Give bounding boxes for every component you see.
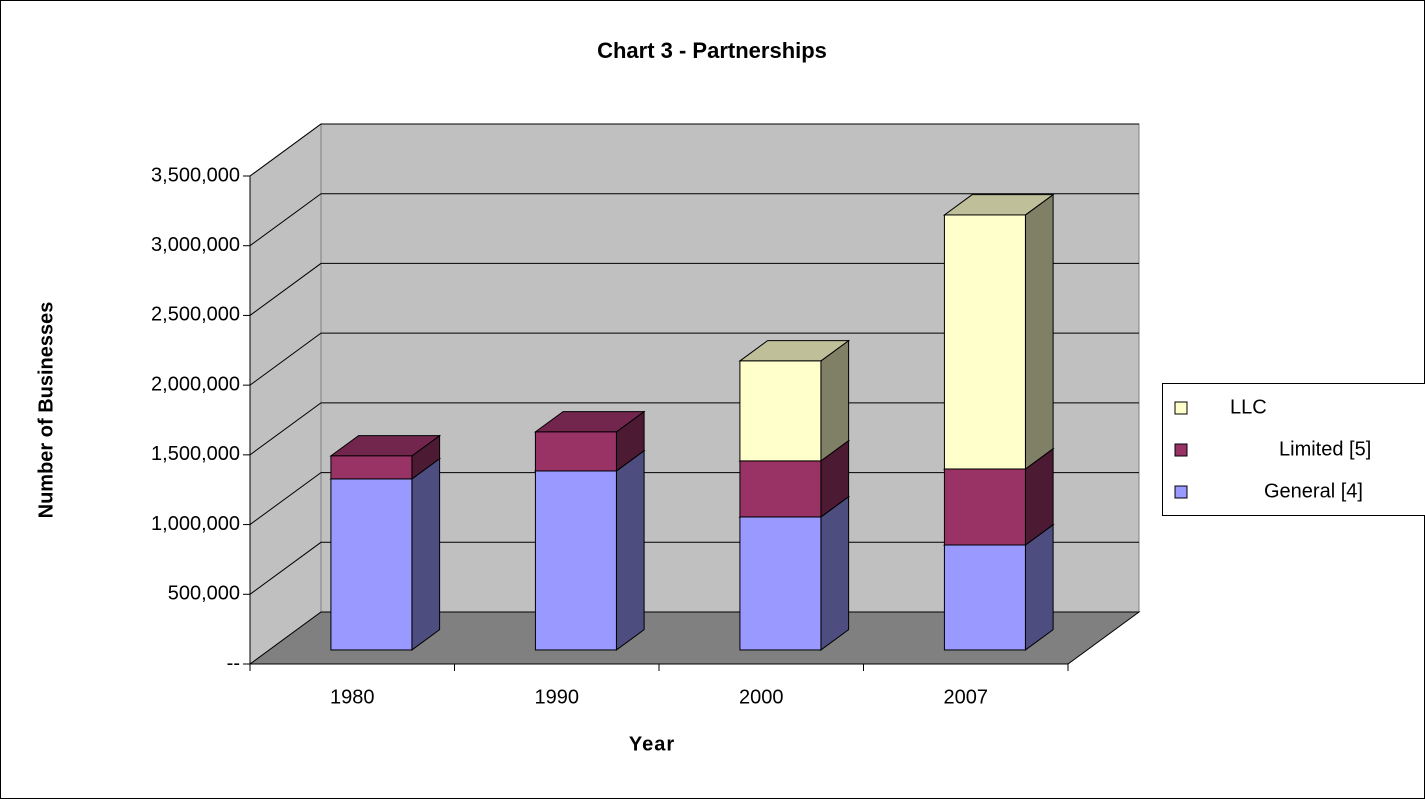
grid-line <box>249 472 1139 525</box>
bar <box>943 468 1026 546</box>
y-tick-label: 3,500,000 <box>151 164 240 186</box>
grid-line <box>249 262 1139 316</box>
y-tick-label: 2,500,000 <box>151 304 240 326</box>
bar-side <box>820 339 850 462</box>
x-axis-label: Year <box>629 733 675 755</box>
x-tick-label: 1990 <box>535 686 580 708</box>
x-tick-label: 1980 <box>330 686 375 708</box>
bar <box>534 431 617 472</box>
bar <box>330 478 413 651</box>
legend-box <box>1162 383 1425 516</box>
legend-label: LLC <box>1230 396 1267 418</box>
bar <box>943 544 1026 651</box>
bar-side <box>820 495 850 651</box>
grid-line <box>249 541 1139 595</box>
y-tick-label: 2,000,000 <box>151 373 240 395</box>
legend-swatch <box>1174 401 1188 415</box>
y-tick-label: -- <box>227 652 240 674</box>
x-tick-label: 2000 <box>739 686 784 708</box>
chart-title: Chart 3 - Partnerships <box>597 38 827 63</box>
bar <box>330 455 413 480</box>
bar-side <box>1024 523 1054 651</box>
x-tick-label: 2007 <box>944 686 989 708</box>
side-wall <box>249 123 322 665</box>
bar <box>534 470 617 651</box>
legend-label: General [4] <box>1264 480 1363 502</box>
legend-swatch <box>1174 443 1188 457</box>
y-axis-label: Number of Businesses <box>35 302 57 519</box>
grid-line <box>249 193 1139 247</box>
bar <box>739 360 822 462</box>
y-tick-label: 1,500,000 <box>151 443 240 465</box>
bar-side <box>615 449 645 651</box>
y-tick-label: 500,000 <box>168 583 240 605</box>
legend-label: Limited [5] <box>1279 438 1371 460</box>
bar <box>739 516 822 651</box>
grid-line <box>249 123 1139 177</box>
bar <box>943 214 1026 470</box>
grid-line <box>249 332 1139 386</box>
legend-swatch <box>1174 485 1188 499</box>
bar-side <box>1024 193 1054 470</box>
grid-line <box>249 402 1139 456</box>
y-tick-label: 3,000,000 <box>151 234 240 256</box>
bar <box>739 460 822 518</box>
y-tick-label: 1,000,000 <box>151 513 240 535</box>
bar-side <box>411 457 441 651</box>
